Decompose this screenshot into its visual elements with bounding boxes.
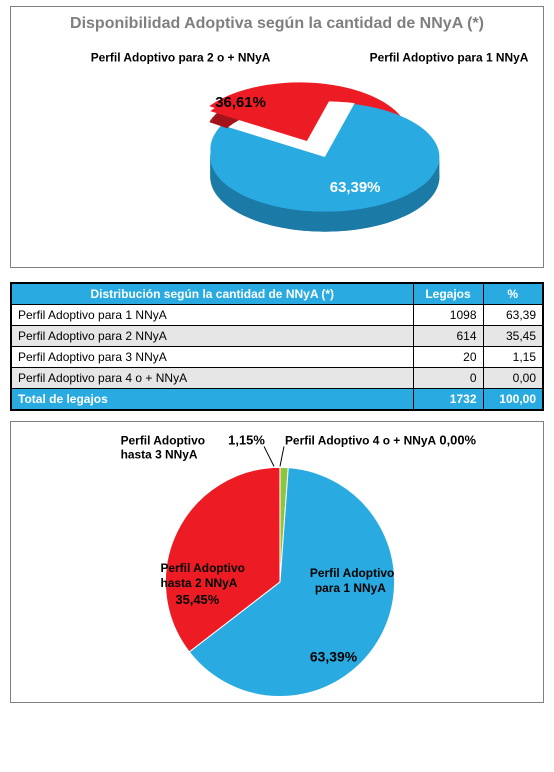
chart2-leader-3 [264,446,274,466]
distribution-table: Distribución según la cantidad de NNyA (… [10,282,544,411]
table-total-row: Total de legajos 1732 100,00 [11,389,543,411]
chart2-label2-line2: hasta 2 NNyA [160,576,237,590]
total-label: Total de legajos [11,389,413,411]
row-legajos: 614 [413,326,483,347]
chart2-panel: Perfil Adoptivo hasta 3 NNyA 1,15% Perfi… [10,421,544,703]
chart2-label4: Perfil Adoptivo 4 o + NNyA [285,433,436,447]
row-label: Perfil Adoptivo para 2 NNyA [11,326,413,347]
table-row: Perfil Adoptivo para 1 NNyA 1098 63,39 [11,305,543,326]
col-legajos: Legajos [413,283,483,305]
col-pct: % [483,283,543,305]
chart2-label1-line2: para 1 NNyA [315,581,386,595]
chart2-pct4: 0,00% [439,432,476,447]
row-label: Perfil Adoptivo para 4 o + NNyA [11,368,413,389]
row-legajos: 20 [413,347,483,368]
chart2-label3-line2: hasta 3 NNyA [121,447,198,461]
chart2-pct1: 63,39% [310,649,358,665]
row-pct: 0,00 [483,368,543,389]
chart2-label3a: Perfil Adoptivo [121,433,205,447]
chart2-svg: Perfil Adoptivo hasta 3 NNyA 1,15% Perfi… [11,422,543,702]
row-pct: 35,45 [483,326,543,347]
chart1-panel: Disponibilidad Adoptiva según la cantida… [10,6,544,268]
chart1-pct-red: 36,61% [215,94,266,111]
chart1-canvas: Perfil Adoptivo para 2 o + NNyA Perfil A… [11,37,543,267]
chart1-label-red: Perfil Adoptivo para 2 o + NNyA [91,50,271,64]
row-label: Perfil Adoptivo para 3 NNyA [11,347,413,368]
chart2-label2-line1: Perfil Adoptivo [160,561,244,575]
row-pct: 1,15 [483,347,543,368]
chart2-pct3: 1,15% [228,432,265,447]
chart2-label3-line1: Perfil Adoptivo [121,433,205,447]
table-row: Perfil Adoptivo para 3 NNyA 20 1,15 [11,347,543,368]
row-legajos: 0 [413,368,483,389]
row-legajos: 1098 [413,305,483,326]
table-row: Perfil Adoptivo para 2 NNyA 614 35,45 [11,326,543,347]
chart2-canvas: Perfil Adoptivo hasta 3 NNyA 1,15% Perfi… [11,422,543,702]
total-pct: 100,00 [483,389,543,411]
chart1-title: Disponibilidad Adoptiva según la cantida… [11,7,543,37]
chart2-pct2: 35,45% [175,592,219,607]
chart1-pct-blue: 63,39% [330,179,381,196]
chart1-svg: Perfil Adoptivo para 2 o + NNyA Perfil A… [11,37,543,267]
row-pct: 63,39 [483,305,543,326]
total-legajos: 1732 [413,389,483,411]
chart2-leader-4 [280,446,284,466]
chart1-label-blue: Perfil Adoptivo para 1 NNyA [370,50,529,64]
table-header-row: Distribución según la cantidad de NNyA (… [11,283,543,305]
table-row: Perfil Adoptivo para 4 o + NNyA 0 0,00 [11,368,543,389]
row-label: Perfil Adoptivo para 1 NNyA [11,305,413,326]
table-title-cell: Distribución según la cantidad de NNyA (… [11,283,413,305]
chart2-label1-line1: Perfil Adoptivo [310,566,394,580]
